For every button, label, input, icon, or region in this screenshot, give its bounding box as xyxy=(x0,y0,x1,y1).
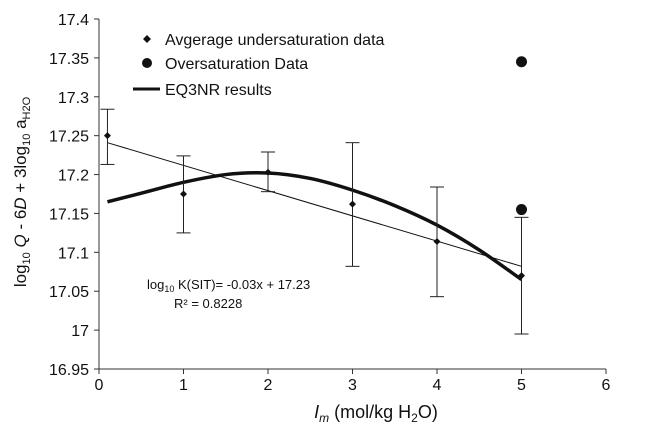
y-title-h2o-sub: H2O xyxy=(21,96,33,119)
eq-log: log xyxy=(147,277,164,292)
marker-layer xyxy=(103,56,527,280)
y-tick-label: 17.3 xyxy=(58,90,89,107)
x-tick-label: 4 xyxy=(433,377,442,394)
y-axis-title: log10 Q - 6D + 3log10 aH2O xyxy=(11,96,33,287)
x-tick-label: 0 xyxy=(95,377,104,394)
legend-label-undersaturation: Avgerage undersaturation data xyxy=(165,32,385,49)
x-tick-label: 6 xyxy=(602,377,611,394)
eq3nr-curve xyxy=(107,171,523,281)
y-tick-label: 16.95 xyxy=(49,362,89,379)
x-tick-label: 5 xyxy=(517,377,526,394)
legend-circle-marker xyxy=(142,58,152,68)
curve-layer xyxy=(107,171,523,281)
y-title-minus6: - 6 xyxy=(11,210,30,235)
y-tick-label: 17.15 xyxy=(49,206,89,223)
regression-equation: log10 K(SIT)= -0.03x + 17.23 xyxy=(147,277,310,294)
legend-label-eq3nr: EQ3NR results xyxy=(165,82,272,99)
x-tick-label: 3 xyxy=(348,377,357,394)
legend: Avgerage undersaturation data Oversatura… xyxy=(133,32,385,99)
r-squared: R² = 0.8228 xyxy=(174,296,242,311)
eq-log-sub: 10 xyxy=(164,284,174,294)
y-title-a: a xyxy=(11,119,30,134)
undersaturation-point xyxy=(180,190,187,198)
x-tick-label: 2 xyxy=(264,377,273,394)
undersaturation-point xyxy=(103,132,111,140)
y-tick-label: 17.05 xyxy=(49,284,89,301)
y-tick-label: 17.35 xyxy=(49,51,89,68)
errorbar-layer xyxy=(100,108,529,335)
undersaturation-point xyxy=(518,272,525,280)
y-tick-label: 17.25 xyxy=(49,129,89,146)
legend-diamond-marker xyxy=(143,35,151,43)
x-title-rest: (mol/kg H xyxy=(329,402,411,422)
y-tick-label: 17 xyxy=(71,323,89,340)
y-ticks: 16.95 17 17.05 17.1 17.15 17.2 17.25 17.3 17.35 1… xyxy=(49,12,99,379)
y-tick-label: 17.4 xyxy=(58,12,89,29)
undersaturation-point xyxy=(349,200,356,208)
oversaturation-point xyxy=(516,56,527,68)
linear-trendline xyxy=(107,142,522,267)
x-title-sub: m xyxy=(319,411,329,425)
undersaturation-point xyxy=(433,237,441,245)
trendline-layer xyxy=(107,142,522,267)
x-axis-title: Im (mol/kg H2O) xyxy=(314,402,438,425)
y-tick-label: 17.1 xyxy=(58,245,89,262)
y-title-plus3log: + 3log xyxy=(11,146,30,198)
y-title-log: log xyxy=(11,264,30,287)
x-title-end: O) xyxy=(418,402,438,422)
y-title-log-sub: 10 xyxy=(21,252,33,264)
y-title-q: Q xyxy=(11,234,30,252)
y-tick-label: 17.2 xyxy=(58,168,89,185)
y-title-d: D xyxy=(11,197,30,209)
x-tick-label: 1 xyxy=(179,377,188,394)
x-title-sub2: 2 xyxy=(411,411,418,425)
x-ticks: 0 1 2 3 4 5 6 xyxy=(95,369,611,394)
legend-label-oversaturation: Oversaturation Data xyxy=(165,56,308,73)
oversaturation-point xyxy=(516,204,527,216)
eq-body: K(SIT)= -0.03x + 17.23 xyxy=(174,277,310,292)
y-title-log2-sub: 10 xyxy=(21,134,33,146)
undersaturation-point xyxy=(264,168,272,176)
x-title-main: I xyxy=(314,402,319,422)
plot-area: 0 1 2 3 4 5 6 16.95 17 17.05 17.1 17.15 17.2 17.25 17… xyxy=(49,12,611,394)
